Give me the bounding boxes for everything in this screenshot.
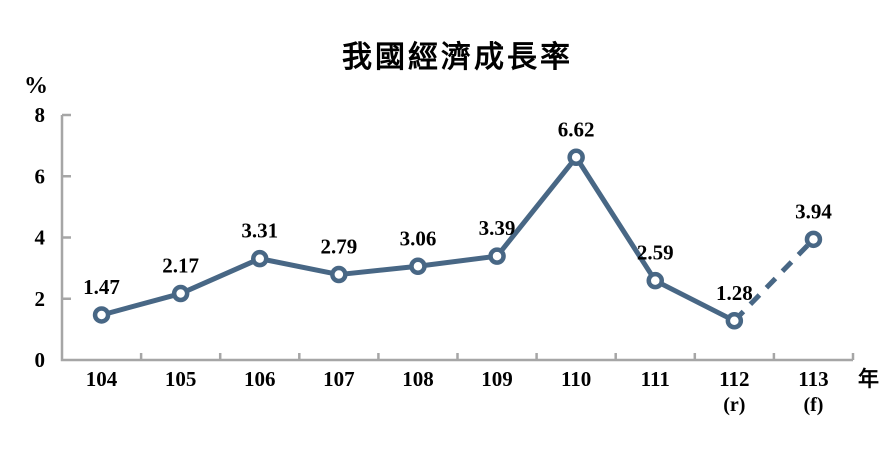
axis-lines: [60, 115, 853, 362]
data-label: 3.94: [795, 199, 832, 223]
data-label: 3.39: [479, 216, 516, 240]
data-label: 3.31: [241, 219, 278, 243]
data-point-marker: [488, 247, 506, 265]
data-label: 2.59: [637, 241, 674, 265]
x-tick-sublabel: (f): [803, 394, 823, 416]
y-tick-label: 0: [35, 348, 46, 372]
data-point-marker: [567, 148, 585, 167]
data-point-marker: [409, 257, 427, 276]
x-tick-label: 104: [86, 367, 118, 391]
y-tick-label: 2: [35, 287, 46, 311]
x-tick-label: 106: [244, 367, 276, 391]
chart-title: 我國經濟成長率: [342, 41, 573, 74]
data-label: 2.79: [320, 235, 357, 259]
data-point-marker: [171, 284, 190, 303]
data-label: 1.28: [716, 281, 753, 305]
x-tick-label: 111: [641, 367, 670, 391]
series-line-forecast-dashed: [732, 237, 816, 323]
data-label: 6.62: [558, 117, 595, 141]
data-label: 1.47: [83, 275, 120, 299]
data-point-marker: [92, 306, 111, 324]
data-point-marker: [251, 249, 269, 268]
x-tick-sublabel: (r): [723, 394, 745, 416]
x-tick-label: 113: [798, 367, 828, 391]
data-point-marker: [804, 230, 823, 249]
x-tick-label: 107: [323, 367, 355, 391]
x-tick-label: 105: [165, 367, 197, 391]
x-tick-label: 112: [719, 367, 749, 391]
data-point-marker: [330, 265, 348, 284]
data-point-marker: [646, 271, 664, 290]
y-tick-label: 4: [35, 226, 46, 250]
x-tick-label: 109: [481, 367, 513, 391]
x-tick-label: 108: [402, 367, 434, 391]
data-label: 3.06: [400, 226, 437, 250]
x-axis-unit: 年: [858, 367, 879, 391]
y-tick-label: 6: [35, 164, 46, 188]
y-tick-label: 8: [35, 103, 46, 127]
data-point-marker: [725, 312, 744, 330]
data-label: 2.17: [162, 254, 199, 278]
x-tick-label: 110: [561, 367, 591, 391]
y-axis-unit: %: [24, 73, 48, 99]
